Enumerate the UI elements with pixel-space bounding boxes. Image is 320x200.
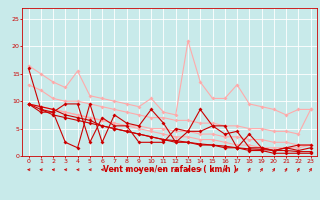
X-axis label: Vent moyen/en rafales ( km/h ): Vent moyen/en rafales ( km/h )	[103, 165, 236, 174]
